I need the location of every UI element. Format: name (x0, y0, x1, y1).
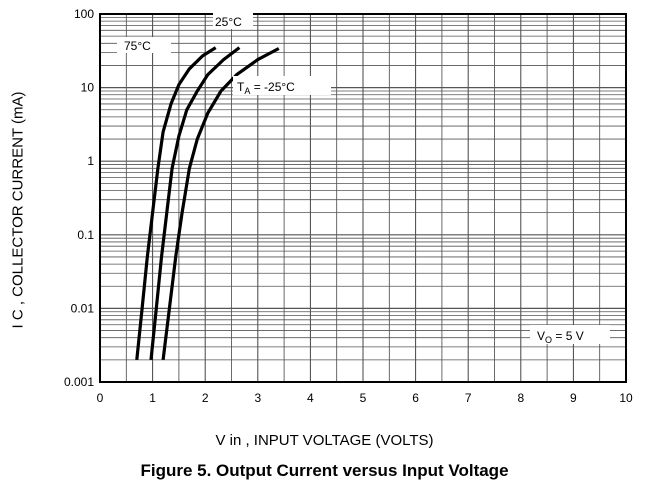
label-25-bg (213, 13, 253, 29)
x-tick-label: 4 (307, 391, 314, 405)
label-vo-bg (530, 325, 610, 344)
figure-caption: Figure 5. Output Current versus Input Vo… (140, 461, 509, 480)
curve-label-ta-minus25c: TA = -25°C (237, 80, 295, 96)
plot-frame (99, 13, 627, 383)
series-line-1 (149, 46, 241, 360)
curves (135, 46, 280, 360)
vo-rest: = 5 V (552, 329, 584, 343)
x-tick-label: 3 (254, 391, 261, 405)
annotation-vo-5v: VO = 5 V (537, 329, 584, 345)
x-axis-label: V in , INPUT VOLTAGE (VOLTS) (215, 432, 434, 449)
label-ta-bg (233, 76, 331, 95)
grid (99, 14, 627, 383)
y-tick-label: 1 (87, 154, 94, 168)
y-tick-label: 100 (74, 7, 94, 21)
x-tick-label: 7 (465, 391, 472, 405)
y-axis-label: I C , COLLECTOR CURRENT (mA) (9, 91, 27, 329)
x-tick-label: 9 (570, 391, 577, 405)
x-tick-label: 1 (149, 391, 156, 405)
vo-v: V (537, 329, 545, 343)
y-tick-label: 10 (81, 81, 95, 95)
chart: 0 1 2 3 4 5 6 7 8 9 10 0.001 0.01 0.1 1 10 100 75°C 25°… (64, 7, 633, 405)
series-line-0 (135, 46, 217, 360)
x-tick-label: 10 (619, 391, 633, 405)
series-line-2 (161, 47, 280, 360)
y-tick-label: 0.1 (77, 228, 94, 242)
x-tick-label: 6 (412, 391, 419, 405)
curve-label-75c: 75°C (124, 39, 151, 53)
vo-sub: O (545, 335, 552, 345)
x-tick-labels: 0 1 2 3 4 5 6 7 8 9 10 (97, 391, 633, 405)
x-tick-label: 8 (517, 391, 524, 405)
ta-sub: A (244, 86, 250, 96)
y-tick-label: 0.001 (64, 375, 94, 389)
label-75-bg (117, 37, 171, 53)
y-tick-label: 0.01 (71, 301, 95, 315)
x-tick-label: 5 (360, 391, 367, 405)
y-tick-labels: 0.001 0.01 0.1 1 10 100 (64, 7, 94, 389)
x-tick-label: 2 (202, 391, 209, 405)
ta-rest: = -25°C (250, 80, 295, 94)
curve-label-25c: 25°C (215, 15, 242, 29)
x-tick-label: 0 (97, 391, 104, 405)
ta-t: T (237, 80, 245, 94)
